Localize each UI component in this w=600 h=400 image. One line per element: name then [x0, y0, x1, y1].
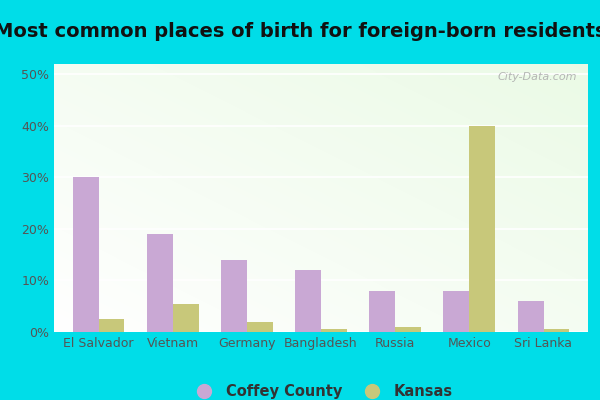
Bar [173, 304, 199, 332]
Bar [321, 330, 347, 332]
Text: Most common places of birth for foreign-born residents: Most common places of birth for foreign-… [0, 22, 600, 41]
Bar [395, 327, 421, 332]
Bar [518, 301, 544, 332]
Bar [98, 319, 124, 332]
Text: City-Data.com: City-Data.com [498, 72, 577, 82]
Bar [369, 291, 395, 332]
Bar [247, 322, 273, 332]
Legend: Coffey County, Kansas: Coffey County, Kansas [184, 378, 458, 400]
Bar [147, 234, 173, 332]
Bar [73, 177, 98, 332]
Bar [544, 330, 569, 332]
Bar [221, 260, 247, 332]
Bar [295, 270, 321, 332]
Bar [443, 291, 469, 332]
Bar [469, 126, 495, 332]
